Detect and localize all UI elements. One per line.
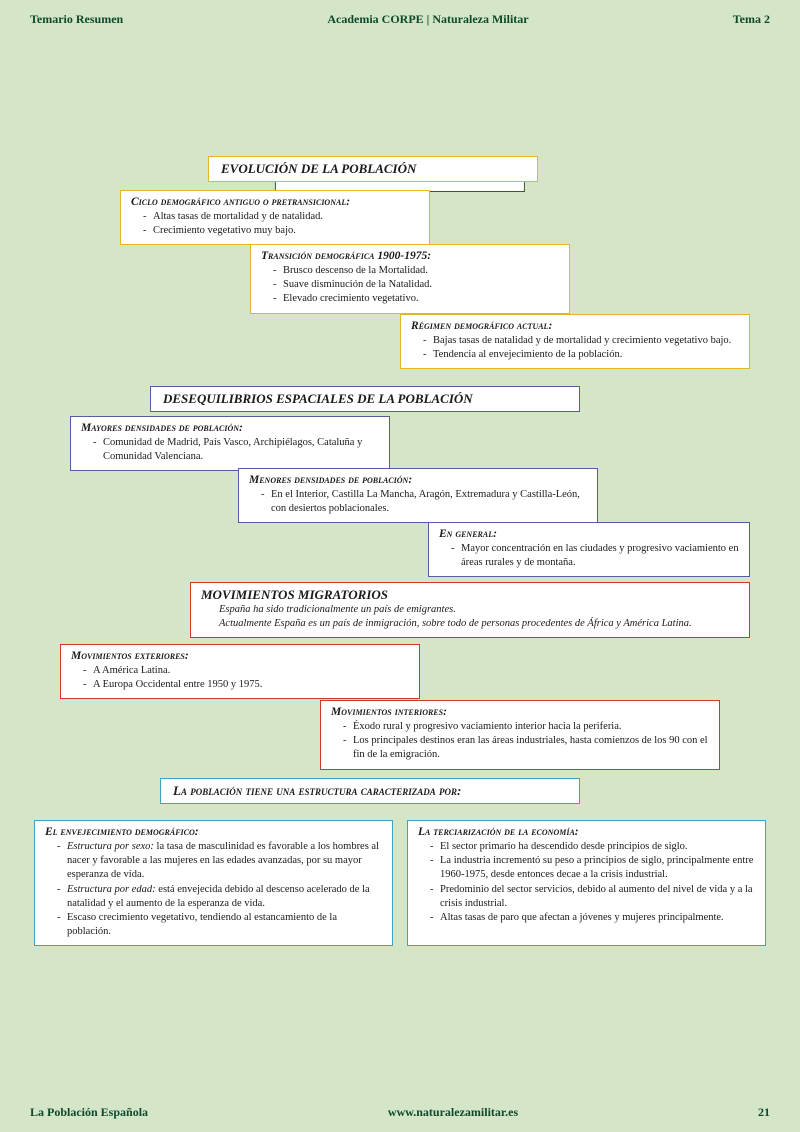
box-title: Movimientos exteriores: [71, 650, 409, 662]
box-list: Comunidad de Madrid, País Vasco, Archipi… [81, 436, 379, 464]
footer-right: 21 [758, 1105, 770, 1120]
page-header: Temario Resumen Academia CORPE | Natural… [0, 0, 800, 27]
box-list: Bajas tasas de natalidad y de mortalidad… [411, 334, 739, 362]
box-title: Movimientos interiores: [331, 706, 709, 718]
section-header-estructura: La población tiene una estructura caract… [160, 778, 580, 804]
footer-center: www.naturalezamilitar.es [388, 1105, 518, 1120]
box-list: Brusco descenso de la Mortalidad. Suave … [261, 264, 559, 307]
box-list: Altas tasas de mortalidad y de natalidad… [131, 210, 419, 238]
box-mov-exteriores: Movimientos exteriores: A América Latina… [60, 644, 420, 699]
box-envejecimiento: El envejecimiento demográfico: Estructur… [34, 820, 393, 946]
migratorios-intro2: Actualmente España es un país de inmigra… [201, 617, 739, 631]
box-regimen-actual: Régimen demográfico actual: Bajas tasas … [400, 314, 750, 369]
section-migratorios: MOVIMIENTOS MIGRATORIOS España ha sido t… [190, 582, 750, 638]
box-title: Transición demográfica 1900-1975: [261, 250, 559, 262]
box-mov-interiores: Movimientos interiores: Éxodo rural y pr… [320, 700, 720, 770]
box-list: Estructura por sexo: la tasa de masculin… [45, 840, 382, 939]
migratorios-intro1: España ha sido tradicionalmente un país … [201, 603, 739, 617]
box-title: La terciarización de la economía: [418, 826, 755, 838]
section-header-migratorios: MOVIMIENTOS MIGRATORIOS [201, 587, 739, 603]
box-list: Mayor concentración en las ciudades y pr… [439, 542, 739, 570]
box-mayores-densidades: Mayores densidades de población: Comunid… [70, 416, 390, 471]
section-header-evolucion: EVOLUCIÓN DE LA POBLACIÓN [208, 156, 538, 182]
box-title: En general: [439, 528, 739, 540]
box-en-general: En general: Mayor concentración en las c… [428, 522, 750, 577]
box-ciclo-antiguo: Ciclo demográfico antiguo o pretransicio… [120, 190, 430, 245]
header-left: Temario Resumen [30, 12, 123, 27]
header-center: Academia CORPE | Naturaleza Militar [327, 12, 528, 27]
box-title: Ciclo demográfico antiguo o pretransicio… [131, 196, 419, 208]
box-list: Éxodo rural y progresivo vaciamiento int… [331, 720, 709, 763]
box-list: El sector primario ha descendido desde p… [418, 840, 755, 925]
box-title: Régimen demográfico actual: [411, 320, 739, 332]
section-header-desequilibrios: DESEQUILIBRIOS ESPACIALES DE LA POBLACIÓ… [150, 386, 580, 412]
box-title: El envejecimiento demográfico: [45, 826, 382, 838]
box-menores-densidades: Menores densidades de población: En el I… [238, 468, 598, 523]
header-right: Tema 2 [733, 12, 770, 27]
box-list: En el Interior, Castilla La Mancha, Arag… [249, 488, 587, 516]
footer-left: La Población Española [30, 1105, 148, 1120]
box-list: A América Latina. A Europa Occidental en… [71, 664, 409, 692]
box-transicion: Transición demográfica 1900-1975: Brusco… [250, 244, 570, 314]
box-terciarizacion: La terciarización de la economía: El sec… [407, 820, 766, 946]
box-title: Mayores densidades de población: [81, 422, 379, 434]
page-footer: La Población Española www.naturalezamili… [0, 1105, 800, 1120]
box-title: Menores densidades de población: [249, 474, 587, 486]
